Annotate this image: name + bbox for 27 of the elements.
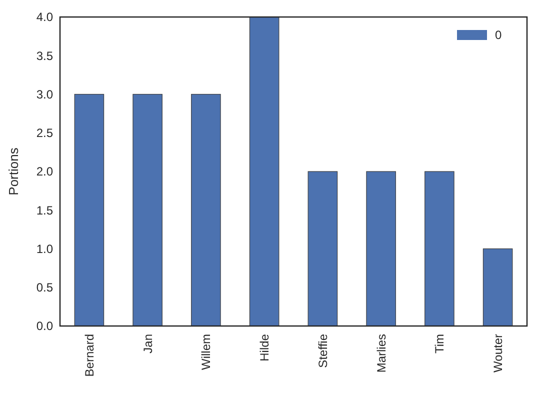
y-tick-label: 2.5 <box>36 126 54 140</box>
legend-label: 0 <box>495 28 502 42</box>
bar <box>249 16 280 326</box>
x-tick-label: Bernard <box>82 334 96 377</box>
y-tick-label: 0.0 <box>36 319 54 334</box>
bar <box>132 94 162 326</box>
bar <box>482 248 513 326</box>
y-axis-title: Portions <box>6 147 21 196</box>
x-tick-label: Tim <box>432 334 447 354</box>
bar <box>191 94 221 326</box>
y-tick-label: 3.5 <box>36 48 54 63</box>
x-tick-label: Steffie <box>316 334 330 368</box>
x-tick-label: Marlies <box>374 334 388 373</box>
y-tick-label: 1.5 <box>36 203 54 218</box>
y-tick-label: 3.0 <box>36 87 54 102</box>
y-tick-label: 2.0 <box>36 164 54 179</box>
bar <box>74 94 104 326</box>
x-tick-label: Willem <box>199 334 214 370</box>
x-tick-label: Hilde <box>258 334 272 362</box>
bar <box>308 171 338 326</box>
x-tick-label: Jan <box>140 334 155 354</box>
y-tick-label: 0.5 <box>36 280 54 295</box>
y-tick-label: 4.0 <box>36 10 54 24</box>
y-tick-label: 1.0 <box>36 242 54 256</box>
x-tick-label: Wouter <box>491 334 506 372</box>
bar <box>424 171 454 326</box>
bar <box>366 171 396 326</box>
